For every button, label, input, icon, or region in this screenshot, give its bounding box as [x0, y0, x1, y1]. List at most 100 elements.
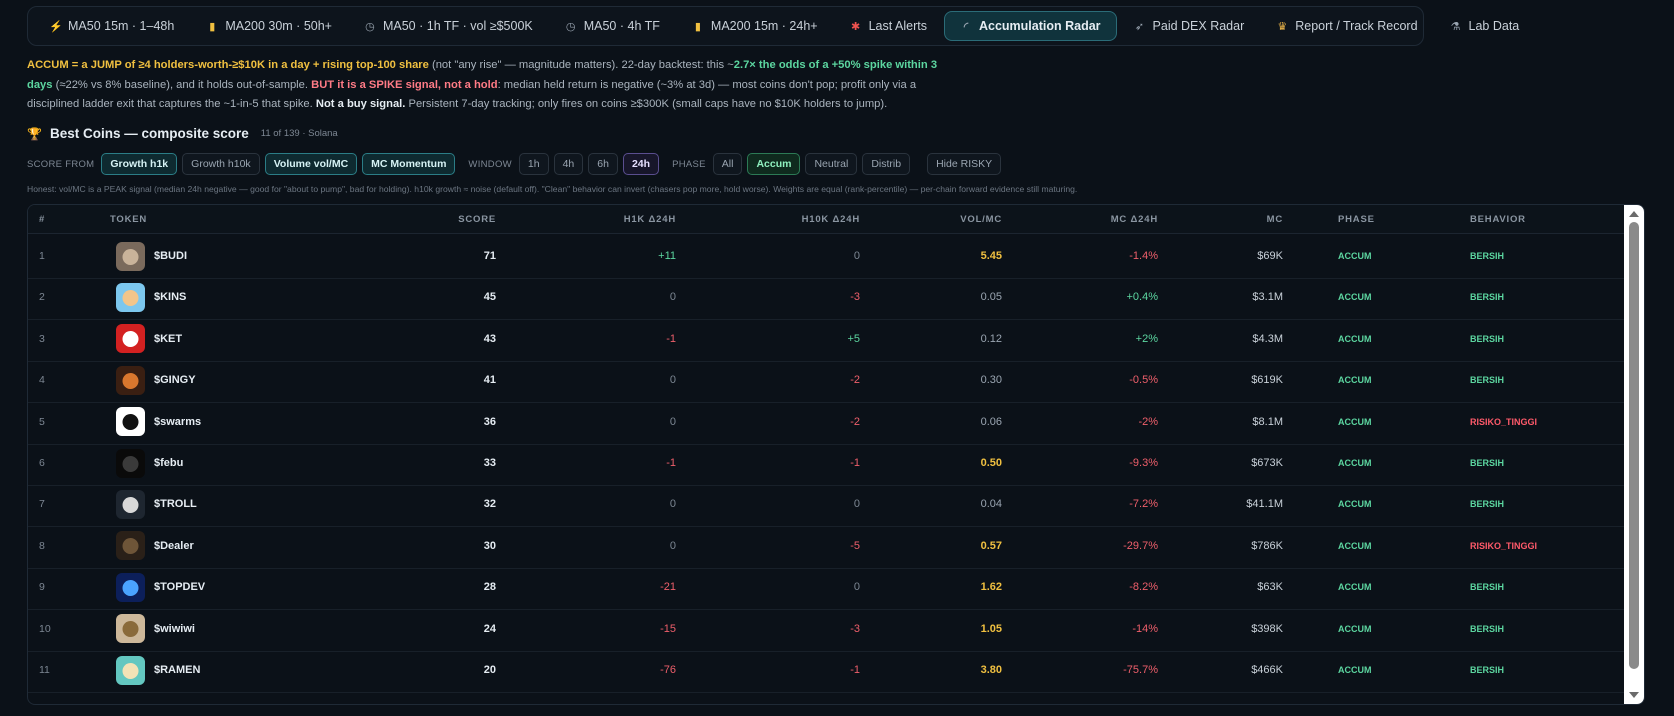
- token-cell[interactable]: $Dealer: [116, 524, 194, 568]
- table-row[interactable]: 4 $GINGY 41 0 -2 0.30 -0.5% $619K ACCUM BERSIH: [28, 358, 1624, 404]
- table-row[interactable]: 11 $RAMEN 20 -76 -1 3.80 -75.7% $466K ACCUM BERSI…: [28, 648, 1624, 693]
- token-cell[interactable]: $swarms: [116, 400, 201, 444]
- tab-label: Paid DEX Radar: [1152, 19, 1245, 33]
- col-h10k[interactable]: H10K Δ24H: [801, 214, 860, 225]
- tab-ma50-1h-tf-vol-500k[interactable]: ◷ MA50 · 1h TF · vol ≥$500K: [349, 11, 548, 41]
- score-value: 36: [483, 415, 496, 428]
- scroll-thumb[interactable]: [1629, 222, 1639, 669]
- behavior-badge: RISIKO_TINGGI: [1470, 416, 1538, 427]
- phase-badge: ACCUM: [1338, 251, 1372, 261]
- token-symbol: $TROLL: [154, 498, 197, 511]
- filter-label: WINDOW: [468, 158, 512, 170]
- desc-text: : median held return is negative (~3% at…: [27, 78, 917, 111]
- token-cell[interactable]: $TOPDEV: [116, 565, 205, 609]
- desc-text: Persistent 7-day tracking; only fires on…: [405, 98, 888, 110]
- token-cell[interactable]: $KINS: [116, 275, 186, 319]
- token-cell[interactable]: $KET: [116, 317, 182, 361]
- h1k-delta: 0: [669, 539, 676, 552]
- volmc-value: 1.62: [980, 581, 1002, 594]
- table-row[interactable]: 8 $Dealer 30 0 -5 0.57 -29.7% $786K ACCUM RISIKO_…: [28, 524, 1624, 569]
- radar-icon: ◜: [963, 20, 969, 33]
- tab-label: MA200 30m · 50h+: [225, 19, 332, 33]
- token-symbol: $wiwiwi: [154, 622, 195, 635]
- score-toggle-mc-momentum[interactable]: MC Momentum: [362, 153, 456, 175]
- tab-last-alerts[interactable]: ✱ Last Alerts: [835, 11, 942, 41]
- volmc-value: 5.45: [980, 250, 1002, 262]
- market-cap: $398K: [1251, 622, 1283, 635]
- vertical-scrollbar[interactable]: [1624, 205, 1644, 704]
- phase-toggle-accum[interactable]: Accum: [747, 153, 801, 175]
- table-row[interactable]: 5 $swarms 36 0 -2 0.06 -2% $8.1M ACCUM RISIKO_TIN…: [28, 400, 1624, 445]
- window-toggle-6h[interactable]: 6h: [588, 153, 618, 175]
- mc-delta: -7.2%: [1129, 498, 1158, 511]
- h1k-delta: -1: [666, 332, 676, 345]
- token-cell[interactable]: $TROLL: [116, 482, 197, 526]
- table-row[interactable]: 6 $febu 33 -1 -1 0.50 -9.3% $673K ACCUM BERSIH: [28, 441, 1624, 486]
- desc-warning: BUT it is a SPIKE signal, not a hold: [311, 78, 498, 91]
- col-mc24[interactable]: MC Δ24H: [1110, 214, 1158, 225]
- table-row[interactable]: 1 $BUDI 71 +11 0 5.45 -1.4% $69K ACCUM BERSIH: [28, 234, 1624, 279]
- market-cap: $41.1M: [1246, 498, 1283, 511]
- row-number: 3: [39, 332, 45, 345]
- table-row[interactable]: 9 $TOPDEV 28 -21 0 1.62 -8.2% $63K ACCUM BERSIH: [28, 565, 1624, 611]
- phase-toggle-neutral[interactable]: Neutral: [805, 153, 858, 175]
- table-row[interactable]: 10 $wiwiwi 24 -15 -3 1.05 -14% $398K ACCUM BERSIH: [28, 607, 1624, 652]
- col-behavior[interactable]: BEHAVIOR: [1470, 214, 1526, 225]
- tab-ma50-4h-tf[interactable]: ◷ MA50 · 4h TF: [550, 11, 675, 41]
- token-cell[interactable]: $BUDI: [116, 234, 187, 278]
- hide-risky-button[interactable]: Hide RISKY: [927, 153, 1002, 175]
- row-number: 8: [39, 539, 45, 552]
- token-cell[interactable]: $febu: [116, 441, 183, 485]
- row-number: 9: [39, 581, 45, 594]
- score-value: 24: [483, 622, 496, 635]
- bolt-icon: ⚡: [49, 20, 63, 33]
- tab-lab-data[interactable]: ⚗ Lab Data: [1435, 11, 1535, 41]
- table-row[interactable]: 7 $TROLL 32 0 0 0.04 -7.2% $41.1M ACCUM BERSIH: [28, 482, 1624, 528]
- mc-delta: -8.2%: [1129, 581, 1158, 594]
- behavior-badge: BERSIH: [1470, 375, 1505, 386]
- desc-text: (≈22% vs 8% baseline), and it holds out-…: [52, 78, 312, 91]
- tab-label: Last Alerts: [868, 19, 927, 33]
- token-avatar: [116, 241, 145, 271]
- tab-accumulation-radar[interactable]: ◜ Accumulation Radar: [943, 11, 1117, 41]
- window-toggle-1h[interactable]: 1h: [518, 153, 549, 175]
- behavior-badge: BERSIH: [1470, 665, 1505, 675]
- token-cell[interactable]: $RAMEN: [116, 648, 200, 692]
- h10k-delta: 0: [853, 498, 860, 511]
- tab-ma200-30m-50h[interactable]: ▮ MA200 30m · 50h+: [191, 11, 347, 41]
- phase-badge: ACCUM: [1338, 499, 1372, 510]
- col-volmc[interactable]: VOL/MC: [960, 214, 1002, 225]
- tab-ma200-15m-24h[interactable]: ▮ MA200 15m · 24h+: [677, 11, 833, 41]
- h10k-delta: -2: [850, 415, 860, 428]
- phase-toggle-distrib[interactable]: Distrib: [862, 153, 911, 175]
- volmc-value: 0.04: [980, 498, 1002, 511]
- scroll-down-icon[interactable]: [1629, 692, 1639, 698]
- score-toggle-growth-h1k[interactable]: Growth h1k: [101, 153, 178, 175]
- table-row[interactable]: 3 $KET 43 -1 +5 0.12 +2% $4.3M ACCUM BERSIH: [28, 317, 1624, 362]
- score-toggle-volume-vol-mc[interactable]: Volume vol/MC: [264, 153, 358, 175]
- phase-badge: ACCUM: [1338, 665, 1372, 675]
- score-toggle-growth-h10k[interactable]: Growth h10k: [182, 153, 260, 175]
- mc-delta: -0.5%: [1129, 374, 1158, 387]
- scroll-up-icon[interactable]: [1629, 211, 1639, 217]
- col-phase[interactable]: PHASE: [1338, 214, 1375, 225]
- mc-delta: -2%: [1138, 415, 1158, 428]
- mc-delta: +0.4%: [1126, 291, 1159, 304]
- col-token[interactable]: TOKEN: [110, 214, 148, 225]
- phase-toggle-all[interactable]: All: [712, 153, 743, 175]
- col-mc[interactable]: MC: [1266, 214, 1283, 225]
- clock-icon: ◷: [365, 20, 375, 33]
- col-h1k[interactable]: H1K Δ24H: [623, 214, 676, 225]
- h10k-delta: 0: [853, 581, 860, 594]
- h1k-delta: -21: [660, 581, 676, 594]
- token-cell[interactable]: $wiwiwi: [116, 607, 195, 651]
- window-toggle-24h[interactable]: 24h: [622, 153, 660, 175]
- token-cell[interactable]: $GINGY: [116, 358, 196, 402]
- tab-paid-dex-radar[interactable]: ➶ Paid DEX Radar: [1119, 11, 1260, 41]
- tab-report-track-record[interactable]: ♛ Report / Track Record: [1261, 11, 1432, 41]
- window-toggle-4h[interactable]: 4h: [553, 153, 584, 175]
- tab-ma50-15m-1-48h[interactable]: ⚡ MA50 15m · 1–48h: [34, 11, 189, 41]
- col-score[interactable]: SCORE: [458, 214, 496, 225]
- table-row[interactable]: 2 $KINS 45 0 -3 0.05 +0.4% $3.1M ACCUM BERSIH: [28, 275, 1624, 321]
- volmc-value: 0.30: [980, 374, 1002, 387]
